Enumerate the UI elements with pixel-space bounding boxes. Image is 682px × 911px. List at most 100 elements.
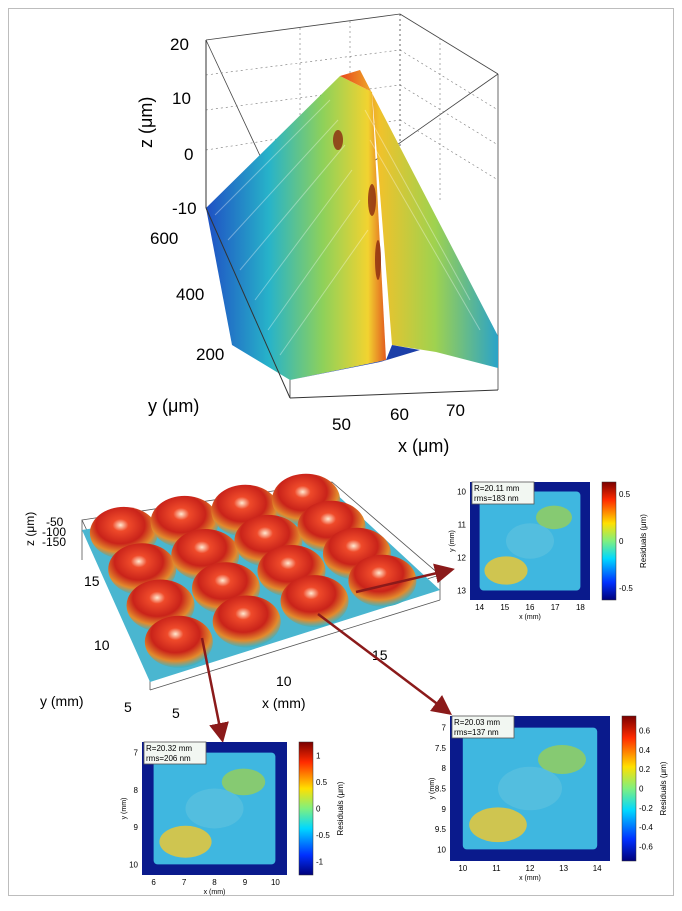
annotation-box: [471, 481, 535, 505]
radius-text: R=20.11 mm: [474, 484, 520, 493]
colorbar-tick: 0.5: [316, 778, 328, 787]
y-axis-tick: 15: [84, 573, 100, 589]
colorbar-tick: -1: [316, 858, 324, 867]
x-tick: 14: [593, 864, 602, 873]
y-axis-label: y (mm): [429, 778, 436, 800]
y-axis-label: y (mm): [40, 693, 84, 709]
y-tick: 7: [442, 724, 447, 733]
bounding-box-front: [205, 40, 499, 399]
colorbar-tick: 0: [316, 805, 321, 814]
lens-array-plot: z (μm) -50 -100 -150 15 10 5 y (mm) 5 10…: [23, 473, 441, 721]
surface-right-flank: [340, 70, 498, 368]
colorbar-tick: -0.5: [316, 831, 330, 840]
colorbar: [621, 715, 637, 862]
y-tick: 10: [457, 487, 466, 496]
x-axis-tick: 10: [276, 673, 292, 689]
x-axis-tick: 70: [446, 401, 465, 420]
x-tick: 17: [551, 603, 560, 612]
colorbar-label: Residuals (μm): [659, 761, 668, 815]
y-tick: 8: [442, 764, 447, 773]
map-hotspot: [536, 505, 572, 530]
z-axis-tick: 0: [184, 145, 193, 164]
colorbar-label: Residuals (μm): [639, 514, 648, 568]
lens-dome: [144, 615, 213, 668]
colorbar-tick: -0.2: [639, 804, 653, 813]
x-tick: 9: [243, 878, 248, 887]
x-axis-label: x (mm): [519, 614, 541, 621]
colorbar-tick: 0: [639, 785, 644, 794]
map-hotspot: [484, 556, 528, 585]
colorbar-tick: 0.6: [639, 727, 651, 736]
x-tick: 7: [182, 878, 187, 887]
y-tick: 13: [457, 587, 466, 596]
surface-defects: [333, 130, 381, 280]
y-axis-tick: 600: [150, 229, 178, 248]
x-tick: 14: [475, 603, 484, 612]
lens-domes: [89, 473, 417, 668]
map-hotspot: [498, 766, 562, 811]
lens-dome: [348, 554, 417, 607]
x-axis-label: x (mm): [519, 875, 541, 882]
x-tick: 13: [559, 864, 568, 873]
y-axis-tick: 10: [94, 637, 110, 653]
arrow-to-top-right-map: [355, 563, 455, 594]
z-axis-tick: -10: [172, 199, 197, 218]
annotation-box: [451, 715, 515, 739]
x-tick: 16: [526, 603, 535, 612]
surface-left-flank: [206, 76, 386, 380]
arrow-to-bottom-right-map: [317, 613, 452, 716]
x-axis-tick: 50: [332, 415, 351, 434]
radius-text: R=20.32 mm: [146, 744, 192, 753]
y-axis-label: y (μm): [148, 396, 199, 416]
y-tick: 8: [134, 786, 139, 795]
y-tick: 7.5: [435, 744, 447, 753]
z-axis-tick: 20: [170, 35, 189, 54]
colorbar: [601, 481, 617, 601]
colorbar-tick: 0.2: [639, 765, 651, 774]
z-axis-tick: -150: [42, 535, 66, 549]
x-tick: 10: [458, 864, 467, 873]
colorbar-tick: -0.5: [619, 584, 633, 593]
x-tick: 10: [271, 878, 280, 887]
colorbar-tick: 1: [316, 751, 321, 760]
surface-texture: [214, 99, 481, 356]
map-hotspot: [185, 788, 244, 829]
lens-dome: [212, 595, 281, 648]
z-axis-tick: 10: [172, 89, 191, 108]
rms-text: rms=206 nm: [146, 754, 191, 763]
z-axis-tick: -50: [46, 515, 64, 529]
surface-front-edge: [290, 345, 420, 380]
z-axis-label: z (μm): [23, 512, 37, 546]
radius-text: R=20.03 mm: [454, 718, 500, 727]
rms-text: rms=183 nm: [474, 494, 519, 503]
x-tick: 18: [576, 603, 585, 612]
rms-text: rms=137 nm: [454, 728, 499, 737]
colorbar-tick: -0.6: [639, 843, 653, 852]
map-hotspot: [469, 807, 527, 843]
y-axis-label: y (mm): [449, 530, 456, 552]
colorbar-label: Residuals (μm): [336, 781, 345, 835]
colorbar-tick: 0.4: [639, 746, 651, 755]
surface-plot-top: 20 10 0 -10 z (μm) 600 400 200 y (μm) 50…: [136, 13, 499, 456]
colorbar-tick: 0.5: [619, 490, 631, 499]
map-hotspot: [538, 745, 586, 774]
arrow-to-bottom-left-map: [200, 637, 229, 743]
y-axis-tick: 5: [124, 699, 132, 715]
colorbar-tick: -0.4: [639, 823, 653, 832]
x-axis-label: x (mm): [204, 889, 226, 896]
x-axis-tick: 60: [390, 405, 409, 424]
y-tick: 10: [129, 860, 138, 869]
y-tick: 9: [442, 805, 447, 814]
map-hotspot: [159, 825, 212, 858]
x-tick: 6: [151, 878, 156, 887]
y-tick: 11: [458, 520, 467, 529]
x-tick: 8: [212, 878, 217, 887]
colorbar: [298, 741, 314, 876]
y-tick: 9: [134, 823, 139, 832]
colorbar-tick: 0: [619, 537, 624, 546]
annotation-box: [143, 741, 207, 765]
y-tick: 9.5: [435, 825, 447, 834]
